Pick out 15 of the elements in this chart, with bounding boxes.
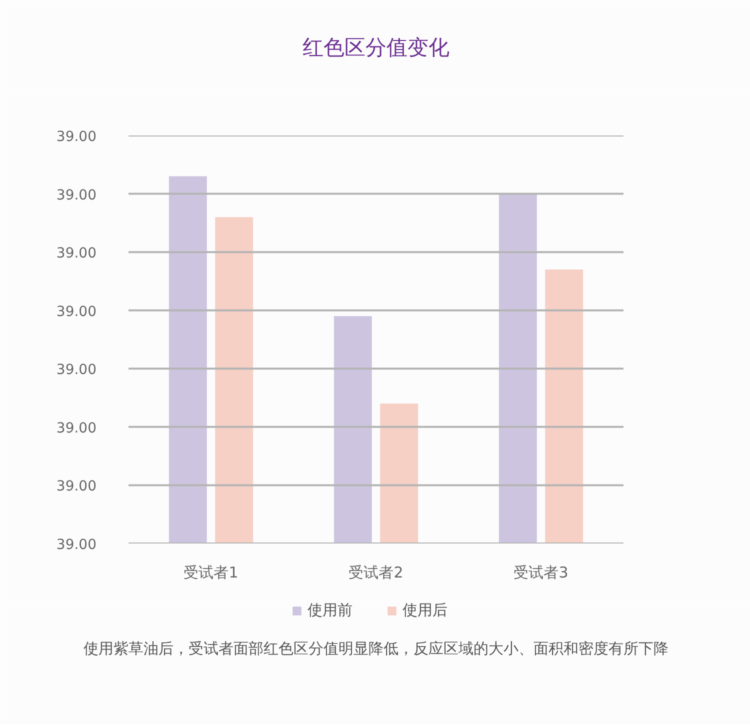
y-tick-label: 39.00: [56, 420, 97, 436]
chart-title: 红色区分值变化: [302, 36, 450, 60]
legend-label: 使用前: [308, 601, 352, 620]
y-tick-label: 39.00: [56, 362, 97, 378]
y-tick-label: 39.00: [56, 129, 97, 145]
y-tick-label: 39.00: [56, 478, 97, 495]
text: 使用紫草油后，受试者面部红色区分值明显降低，反应区域的大小、面积和密度有所下降: [84, 640, 668, 658]
y-tick-label: 39.00: [56, 246, 97, 262]
y-tick-label: 39.00: [56, 537, 97, 553]
legend-label: 使用后: [402, 601, 448, 620]
x-tick-label: 受试者2: [348, 564, 404, 582]
x-tick-label: 受试者1: [184, 564, 238, 582]
x-tick-label: 受试者3: [514, 564, 568, 582]
y-tick-label: 39.00: [56, 187, 97, 204]
y-tick-label: 39.00: [56, 304, 97, 320]
